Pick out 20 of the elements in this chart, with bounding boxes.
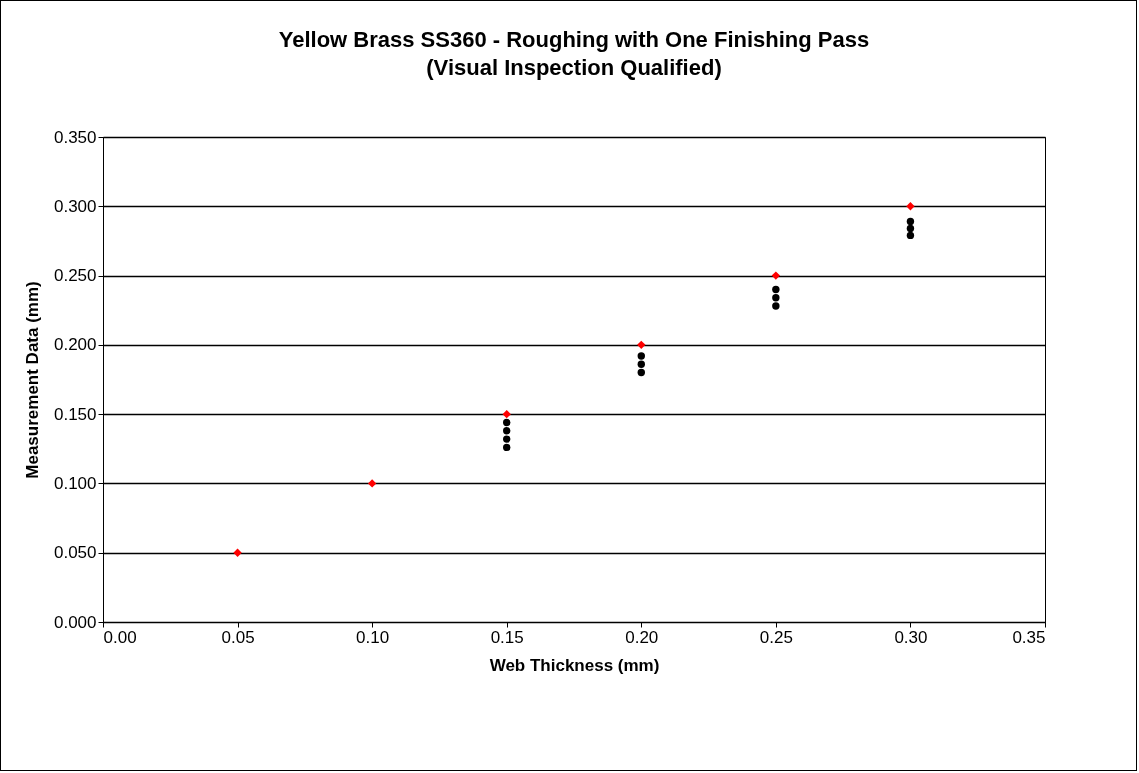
x-tick-label: 0.05: [221, 627, 255, 647]
y-tick-label: 0.000: [53, 612, 97, 632]
y-tick-label: 0.050: [53, 543, 97, 563]
x-tick-label: 0.15: [490, 627, 524, 647]
x-tick-label: 0.35: [1012, 627, 1046, 647]
chart-subtitle: (Visual Inspection Qualified): [426, 55, 722, 80]
x-axis-title: Web Thickness (mm): [489, 655, 660, 675]
y-axis-title: Measurement Data (mm): [22, 281, 42, 479]
y-tick-label: 0.250: [53, 266, 97, 286]
x-tick-label: 0.00: [103, 627, 137, 647]
y-tick-label: 0.200: [53, 335, 97, 355]
x-tick-label: 0.10: [356, 627, 390, 647]
y-tick-label: 0.300: [53, 196, 97, 216]
y-tick-label: 0.350: [53, 127, 97, 147]
x-tick-label: 0.20: [625, 627, 659, 647]
chart-title: Yellow Brass SS360 - Roughing with One Finishing Pass: [278, 27, 870, 52]
x-tick-label: 0.30: [894, 627, 928, 647]
x-tick-label: 0.25: [759, 627, 793, 647]
y-tick-label: 0.150: [53, 404, 97, 424]
y-tick-label: 0.100: [53, 473, 97, 493]
